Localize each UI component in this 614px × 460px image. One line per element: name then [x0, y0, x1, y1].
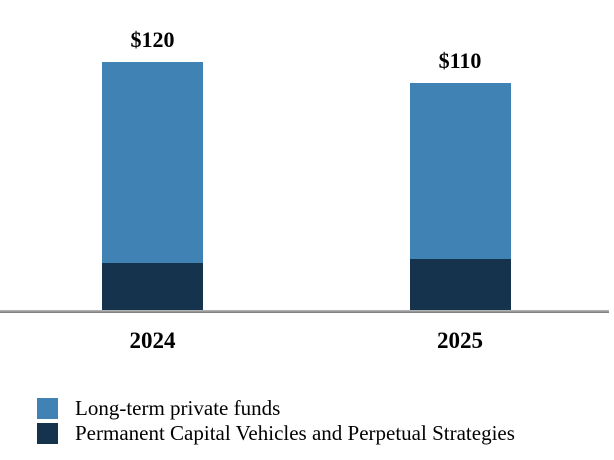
legend-swatch-long-term-private-funds [37, 398, 58, 419]
x-axis-line [0, 310, 609, 313]
bar-segment-2024-series-1 [102, 263, 203, 311]
bar-total-label-2024: $120 [130, 27, 175, 52]
x-tick-label-2024: 2024 [129, 328, 176, 353]
legend: Long-term private funds Permanent Capita… [37, 398, 515, 444]
bar-total-label-2025: $110 [438, 48, 482, 73]
legend-swatch-permanent-capital-vehicles [37, 423, 58, 444]
bar-segment-2024-series-0 [102, 62, 203, 263]
legend-item-long-term-private-funds: Long-term private funds [37, 398, 515, 419]
x-tick-label-2025: 2025 [437, 328, 483, 353]
bar-segment-2025-series-0 [410, 83, 511, 259]
legend-label-permanent-capital-vehicles: Permanent Capital Vehicles and Perpetual… [75, 421, 515, 445]
legend-label-long-term-private-funds: Long-term private funds [75, 396, 281, 420]
bar-segment-2025-series-1 [410, 259, 511, 311]
legend-item-permanent-capital-vehicles: Permanent Capital Vehicles and Perpetual… [37, 423, 515, 444]
